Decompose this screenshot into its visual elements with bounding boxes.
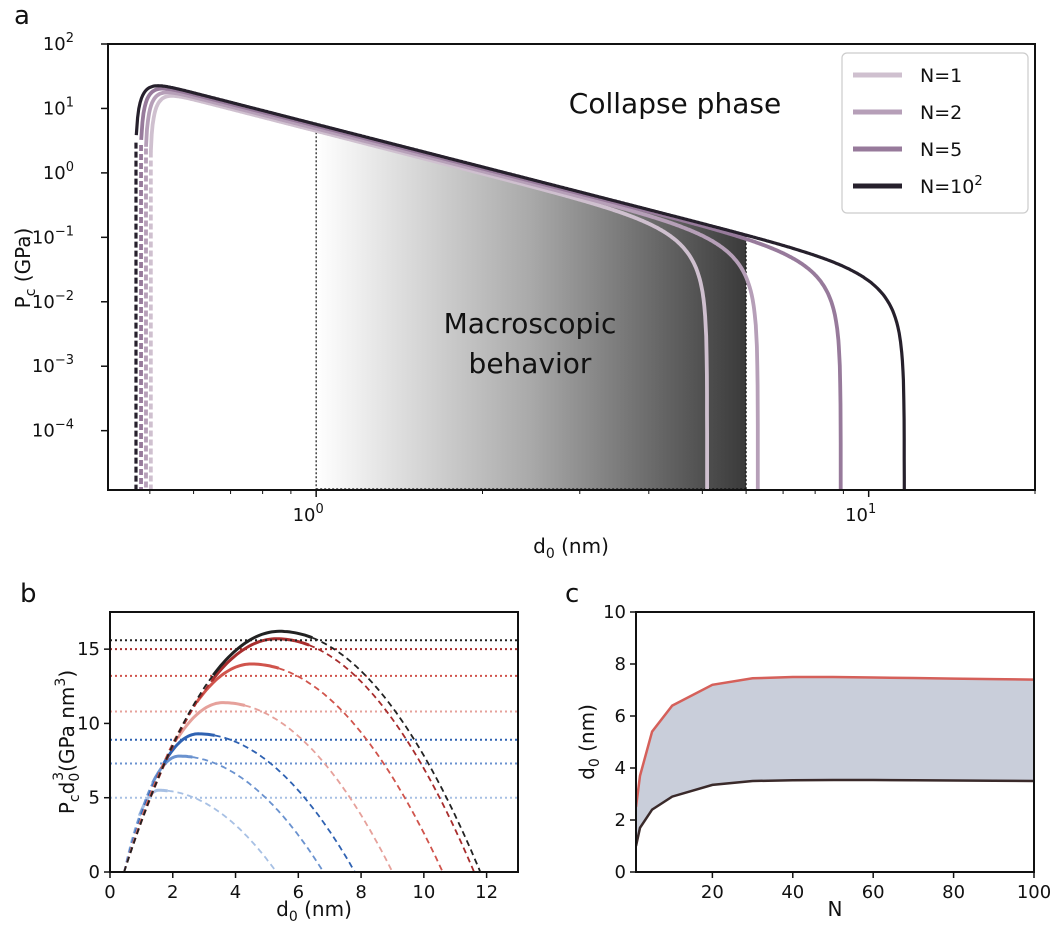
panel-a-curves bbox=[134, 84, 906, 490]
panel-b-curves bbox=[110, 629, 518, 872]
x-tick-label: 8 bbox=[355, 882, 366, 903]
y-tick-label: 10 bbox=[77, 713, 100, 734]
x-tick-label: 2 bbox=[167, 882, 178, 903]
macroscopic-gradient-fill bbox=[316, 124, 747, 490]
panel-b-y-axis-label: Pcd03(GPa nm3) bbox=[51, 670, 83, 814]
x-tick-label: 101 bbox=[845, 502, 876, 526]
curve-dashed-left-0 bbox=[123, 815, 141, 872]
y-tick-label: 10−3 bbox=[32, 353, 74, 377]
panel-a-y-axis-label: Pc (GPa) bbox=[11, 228, 39, 309]
legend-label-N=5: N=5 bbox=[920, 139, 962, 161]
panel-a-frame bbox=[107, 43, 1036, 491]
y-tick-label: 4 bbox=[615, 758, 626, 779]
x-tick-label: 6 bbox=[293, 882, 304, 903]
x-tick-label: 100 bbox=[293, 502, 324, 526]
curve-dashed-right-3 bbox=[244, 704, 394, 872]
y-tick-label: 10−2 bbox=[32, 289, 74, 313]
x-tick-label: 40 bbox=[781, 882, 804, 903]
y-tick-label: 100 bbox=[43, 160, 74, 184]
curve-dashed-left-6 bbox=[123, 674, 214, 872]
curve-solid-6 bbox=[212, 629, 313, 677]
legend-label-N=1: N=1 bbox=[920, 65, 962, 87]
panel-c-frame bbox=[635, 611, 1035, 873]
panel-c-curves bbox=[636, 675, 1034, 847]
x-tick-label: 20 bbox=[701, 882, 724, 903]
x-tick-label: 10 bbox=[412, 882, 435, 903]
y-tick-label: 2 bbox=[615, 810, 626, 831]
panel-b-axes: 0 2 4 6 8 10 12 0 5 10 15 bbox=[77, 639, 498, 903]
panel-label-a: a bbox=[14, 1, 30, 31]
legend-box bbox=[841, 52, 1029, 214]
panel-b: b 0 2 4 6 8 10 12 0 5 10 15 d0 (nm) Pcd03(GPa nm3) bbox=[20, 579, 519, 925]
band-fill bbox=[636, 677, 1034, 846]
curve-dashed-right-2 bbox=[214, 734, 356, 872]
legend-label-N=102: N=102 bbox=[920, 174, 983, 198]
x-tick-label: 100 bbox=[1017, 882, 1050, 903]
panel-b-frame bbox=[109, 611, 519, 873]
panel-a-x-axis-label: d0 (nm) bbox=[533, 534, 609, 562]
y-tick-label: 0 bbox=[615, 862, 626, 883]
series-line-N=102 bbox=[134, 84, 906, 490]
curve-solid-5 bbox=[210, 637, 310, 682]
legend-label-N=2: N=2 bbox=[920, 102, 962, 124]
curve-solid-3 bbox=[176, 701, 246, 739]
curve-dashed-right-0 bbox=[167, 789, 278, 872]
curve-solid-2 bbox=[162, 732, 215, 765]
lower-boundary-line bbox=[636, 778, 1034, 847]
panel-a-axes: 100 101 102 101 100 10−1 10−2 10−3 10−4 bbox=[32, 31, 1036, 526]
y-tick-label: 10−4 bbox=[32, 418, 74, 442]
y-tick-label: 6 bbox=[615, 706, 626, 727]
y-tick-label: 5 bbox=[89, 788, 100, 809]
y-tick-label: 10−1 bbox=[32, 224, 74, 248]
panel-label-b: b bbox=[20, 579, 37, 609]
curve-dashed-right-5 bbox=[308, 644, 475, 872]
curve-solid-4 bbox=[195, 662, 280, 703]
y-tick-label: 102 bbox=[43, 31, 74, 55]
x-tick-label: 0 bbox=[104, 882, 115, 903]
x-tick-label: 4 bbox=[230, 882, 241, 903]
macroscopic-shaded-region bbox=[315, 124, 747, 490]
collapse-phase-annotation: Collapse phase bbox=[569, 87, 781, 120]
upper-boundary-line bbox=[636, 675, 1034, 808]
curve-dashed-right-1 bbox=[192, 756, 325, 872]
panel-c-x-axis-label: N bbox=[828, 897, 843, 921]
legend: N=1 N=2 N=5 N=102 bbox=[841, 52, 1029, 214]
panel-b-x-axis-label: d0 (nm) bbox=[276, 897, 352, 925]
y-tick-label: 8 bbox=[615, 654, 626, 675]
x-tick-label: 80 bbox=[942, 882, 965, 903]
curve-dashed-left-2 bbox=[123, 763, 165, 872]
curve-dashed-left-1 bbox=[123, 782, 154, 872]
behavior-annotation: behavior bbox=[469, 347, 592, 380]
y-tick-label: 15 bbox=[77, 639, 100, 660]
panel-c-axes: 20 40 60 80 100 0 2 4 6 8 10 bbox=[603, 602, 1050, 903]
panel-c: c 20 40 60 80 100 0 2 4 6 8 10 N d0 (nm) bbox=[565, 579, 1050, 921]
y-tick-label: 101 bbox=[43, 95, 74, 119]
macroscopic-annotation: Macroscopic bbox=[444, 307, 617, 340]
curve-solid-1 bbox=[151, 754, 193, 784]
y-tick-label: 0 bbox=[89, 862, 100, 883]
series-line-N=2 bbox=[144, 90, 760, 490]
curve-dashed-right-4 bbox=[278, 667, 444, 872]
panel-a: a 100 101 102 101 100 10−1 10−2 10−3 10−4 Collap… bbox=[11, 1, 1036, 562]
y-tick-label: 10 bbox=[603, 602, 626, 623]
curve-dashed-right-6 bbox=[312, 636, 482, 872]
panel-label-c: c bbox=[565, 579, 579, 609]
x-tick-label: 60 bbox=[862, 882, 885, 903]
x-tick-label: 12 bbox=[475, 882, 498, 903]
curve-dashed-left-5 bbox=[123, 680, 213, 872]
series-line-N=1 bbox=[148, 94, 709, 490]
panel-c-y-axis-label: d0 (nm) bbox=[575, 704, 603, 780]
